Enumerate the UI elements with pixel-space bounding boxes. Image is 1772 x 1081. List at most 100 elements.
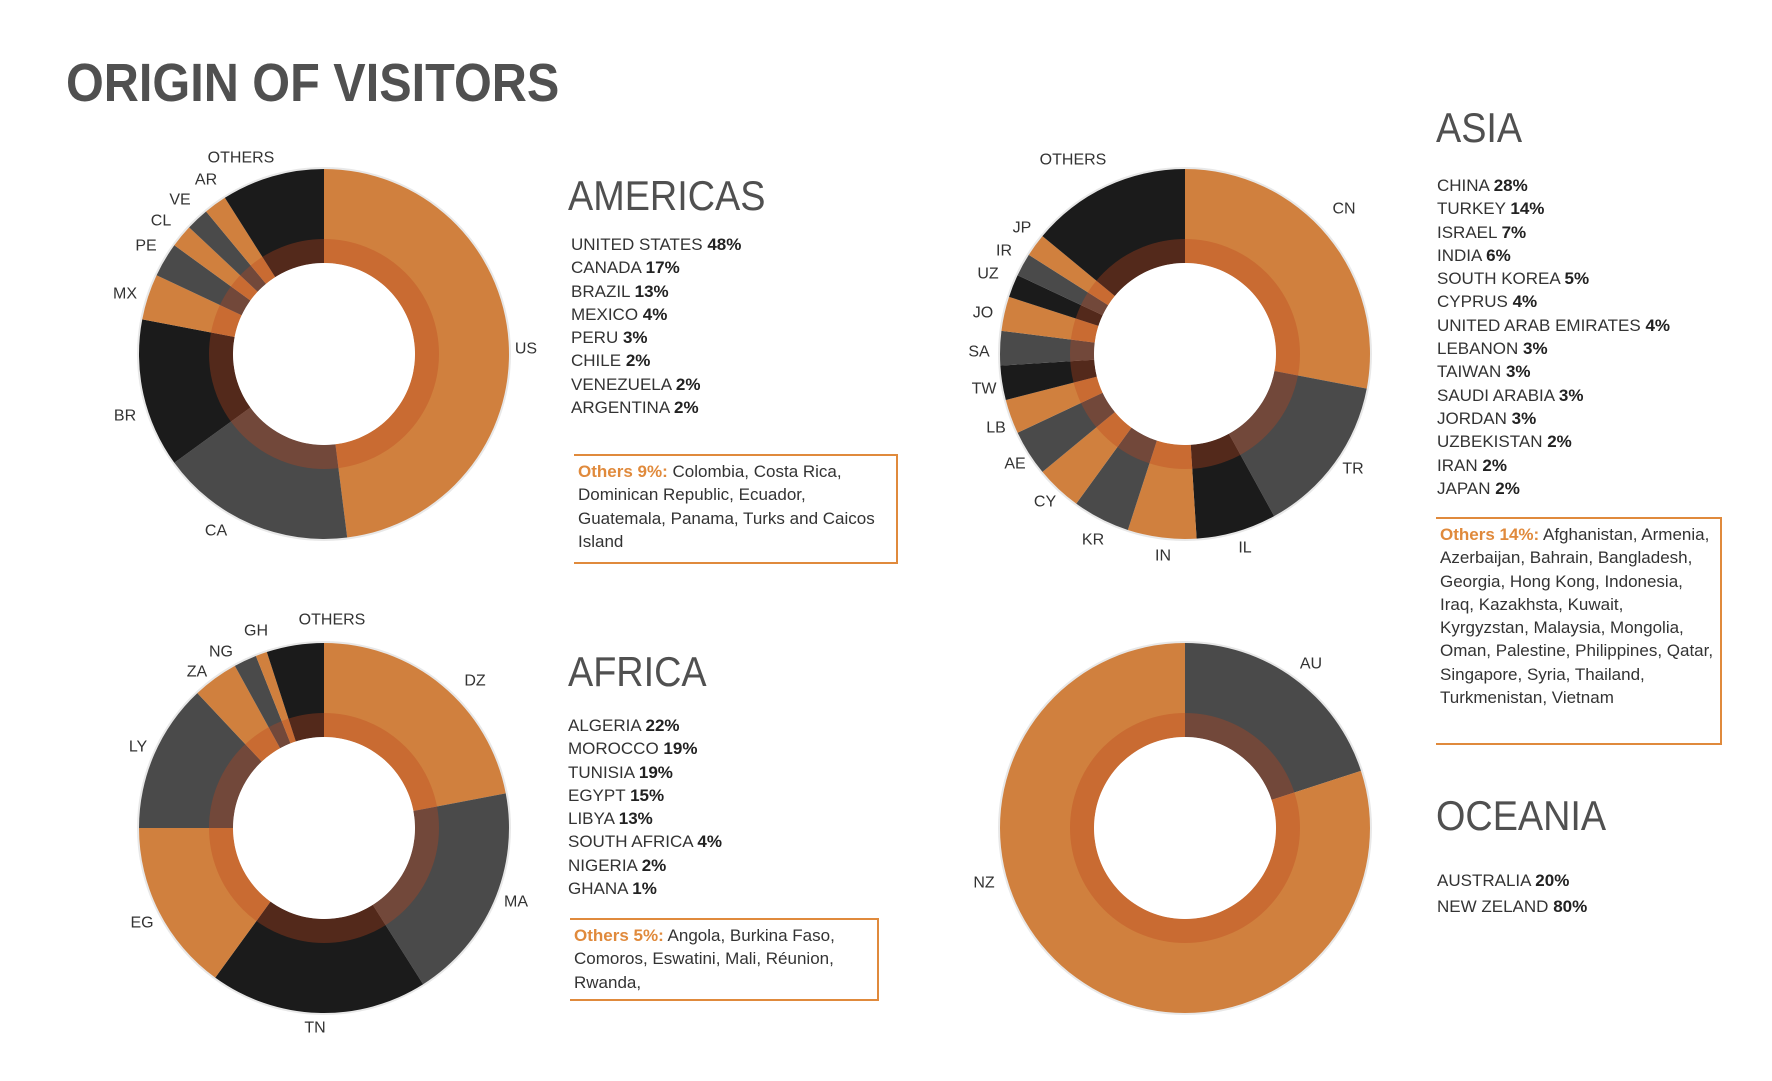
donut-hole <box>1094 263 1276 445</box>
africa-heading: AFRICA <box>568 648 707 695</box>
slice-label: VE <box>169 192 190 209</box>
slice-il <box>1190 433 1275 539</box>
country-name: JAPAN <box>1437 478 1491 498</box>
slice-label: IN <box>1155 548 1171 565</box>
list-item: MOROCCO 19% <box>568 737 722 760</box>
slice-others <box>266 643 324 742</box>
others-text: Afghanistan, Armenia, Azerbaijan, Bahrai… <box>1440 525 1714 708</box>
country-name: JORDAN <box>1437 408 1507 428</box>
slice-label: TR <box>1342 461 1363 478</box>
list-item: TUNISIA 19% <box>568 761 722 784</box>
americas-list: UNITED STATES 48% CANADA 17% BRAZIL 13% MEX… <box>571 233 741 419</box>
slice-sa <box>1000 330 1095 366</box>
country-name: BRAZIL <box>571 281 630 301</box>
list-item: UZBEKISTAN 2% <box>1437 430 1670 453</box>
slice-us <box>324 168 510 538</box>
others-label: Others 14%: <box>1440 525 1540 544</box>
country-percent: 3% <box>622 328 648 348</box>
list-item: PERU 3% <box>571 326 741 349</box>
country-name: INDIA <box>1437 245 1482 265</box>
country-percent: 3% <box>1558 385 1584 405</box>
slice-label: OTHERS <box>1040 152 1107 169</box>
list-item: GHANA 1% <box>568 877 722 900</box>
country-percent: 2% <box>1547 432 1572 452</box>
slice-label: TW <box>972 381 998 398</box>
slice-label: MA <box>504 894 528 911</box>
slice-label: TN <box>304 1020 325 1037</box>
country-percent: 15% <box>630 785 665 805</box>
country-percent: 4% <box>697 832 722 852</box>
country-percent: 7% <box>1501 222 1527 242</box>
country-name: SOUTH KOREA <box>1437 269 1560 289</box>
list-item: UNITED ARAB EMIRATES 4% <box>1437 314 1670 337</box>
slice-label: NG <box>209 644 233 661</box>
country-percent: 2% <box>1482 455 1507 475</box>
list-item: TAIWAN 3% <box>1437 360 1670 383</box>
list-item: ARGENTINA 2% <box>571 396 741 419</box>
list-item: NIGERIA 2% <box>568 854 722 877</box>
slice-label: BR <box>114 408 136 425</box>
slice-tw <box>1000 359 1097 401</box>
country-name: ARGENTINA <box>571 398 670 418</box>
country-name: SOUTH AFRICA <box>568 832 693 852</box>
slice-label: IR <box>996 243 1012 260</box>
country-name: EGYPT <box>568 785 626 805</box>
country-name: NIGERIA <box>568 855 637 875</box>
slice-label: CA <box>205 523 228 540</box>
slice-label: SA <box>968 344 990 361</box>
country-name: PERU <box>571 328 619 348</box>
slice-pe <box>156 245 251 316</box>
country-name: UNITED STATES <box>571 235 703 254</box>
list-item: EGYPT 15% <box>568 784 722 807</box>
country-name: CANADA <box>571 258 641 278</box>
country-name: TUNISIA <box>568 762 635 782</box>
africa-others-box: Others 5%: Angola, Burkina Faso, Comoros… <box>570 918 879 1001</box>
list-item: TURKEY 14% <box>1437 197 1670 220</box>
slice-in <box>1127 440 1197 539</box>
slice-ca <box>174 407 348 539</box>
country-percent: 48% <box>707 235 742 254</box>
slice-label: LY <box>129 739 148 756</box>
slice-gh <box>255 652 296 744</box>
country-name: TURKEY <box>1437 199 1506 219</box>
slice-label: JP <box>1013 220 1032 237</box>
slice-br <box>139 319 251 463</box>
slice-label: AU <box>1300 656 1322 673</box>
country-percent: 80% <box>1553 897 1588 916</box>
country-name: IRAN <box>1437 455 1478 475</box>
list-item: SOUTH AFRICA 4% <box>568 830 722 853</box>
asia-heading: ASIA <box>1436 104 1523 151</box>
others-text: Angola, Burkina Faso, Comoros, Eswatini,… <box>574 926 835 992</box>
oceania-donut-chart: AU NZ <box>973 641 1372 1015</box>
list-item: CANADA 17% <box>571 256 741 279</box>
list-item: UNITED STATES 48% <box>571 233 741 256</box>
list-item: ISRAEL 7% <box>1437 221 1670 244</box>
donut-hole <box>1094 737 1276 919</box>
country-percent: 2% <box>675 374 701 394</box>
country-percent: 28% <box>1493 176 1528 195</box>
slice-dz <box>324 643 506 811</box>
country-percent: 1% <box>632 879 657 899</box>
page-title: ORIGIN OF VISITORS <box>66 53 560 113</box>
country-percent: 19% <box>638 762 673 782</box>
slice-label: JO <box>973 305 993 322</box>
slice-au <box>1185 643 1361 800</box>
oceania-list: AUSTRALIA 20% NEW ZELAND 80% <box>1437 868 1587 920</box>
others-label: Others 5%: <box>574 926 664 945</box>
slice-label: UZ <box>977 266 999 283</box>
country-percent: 2% <box>641 855 667 875</box>
country-name: CHILE <box>571 351 622 371</box>
country-name: AUSTRALIA <box>1437 871 1531 890</box>
others-label: Others 9%: <box>578 462 668 481</box>
slice-others <box>1042 169 1185 296</box>
slice-eg <box>139 828 271 978</box>
list-item: MEXICO 4% <box>571 303 741 326</box>
country-percent: 2% <box>625 351 651 371</box>
slice-cn <box>1185 169 1370 389</box>
list-item: SOUTH KOREA 5% <box>1437 267 1670 290</box>
country-percent: 17% <box>645 258 680 278</box>
slice-ly <box>139 693 262 828</box>
slice-label: LB <box>986 420 1006 437</box>
